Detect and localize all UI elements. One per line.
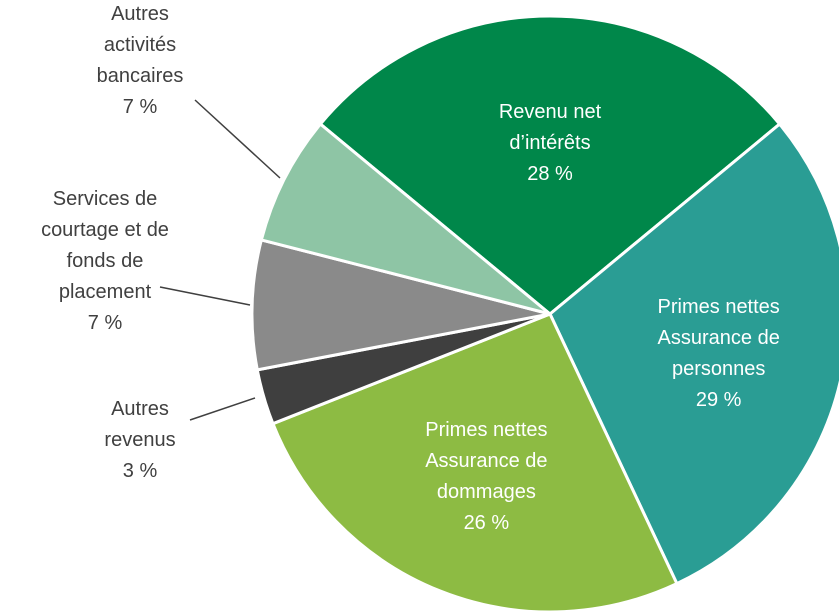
category-label: Primes nettes Assurance de dommages [425,419,547,503]
category-label: Autres activités bancaires [97,3,184,87]
pie-slice [318,14,782,316]
leader-line [189,397,256,421]
value-label: 7 % [88,312,123,334]
value-label: 29 % [696,389,742,411]
value-label: 7 % [123,96,158,118]
pie-slice [259,121,551,316]
pie-slice [270,312,679,614]
value-label: 3 % [123,460,158,482]
category-label: Primes nettes Assurance de personnes [658,296,780,380]
leader-line [194,99,281,179]
category-label: Autres revenus [104,398,175,451]
category-label: Revenu net d’intérêts [499,101,602,154]
category-label: Services de courtage et de fonds de placeme… [41,188,169,303]
leader-line [159,286,251,306]
pie-slice [250,238,551,372]
pie-slice [548,121,839,586]
value-label: 26 % [464,512,510,534]
value-label: 28 % [527,163,573,185]
